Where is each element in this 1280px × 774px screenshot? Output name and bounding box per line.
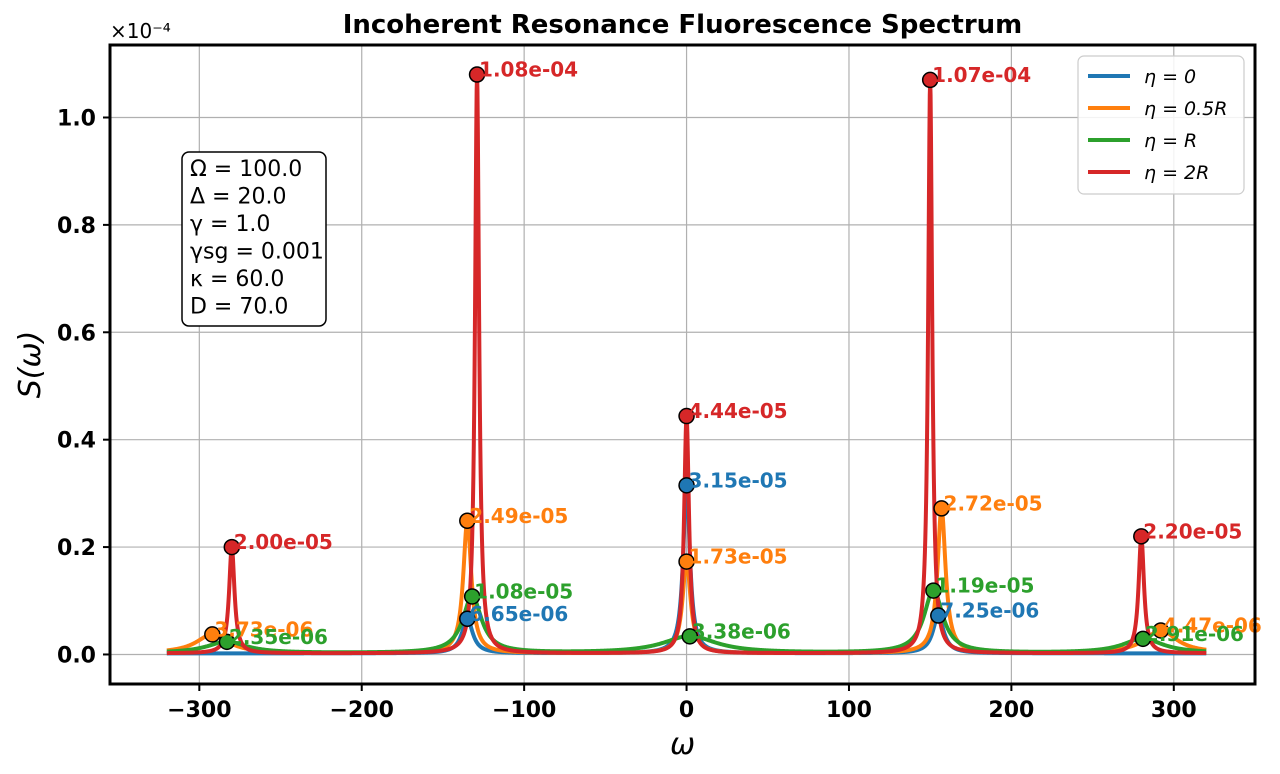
peak-marker <box>678 407 695 425</box>
peak-marker <box>204 626 221 643</box>
peak-label: 1.08e-04 <box>479 58 578 82</box>
y-axis-label: S(ω) <box>13 331 48 399</box>
peak-marker <box>459 610 476 628</box>
peak-marker <box>921 71 939 89</box>
parameter-line: D = 70.0 <box>190 295 288 320</box>
legend-frame <box>1077 55 1245 195</box>
peak-label: 1.08e-05 <box>474 579 573 603</box>
peak-marker <box>930 607 947 624</box>
peak-label: 1.73e-05 <box>689 545 788 569</box>
peak-label: 1.07e-04 <box>932 63 1031 87</box>
x-tick-label: −100 <box>492 698 556 723</box>
plot-frame <box>108 43 1257 686</box>
peak-label: 3.15e-05 <box>689 468 788 492</box>
peak-marker <box>933 500 950 517</box>
x-tick-label: −300 <box>167 698 231 723</box>
peak-label: 2.91e-06 <box>1145 622 1244 646</box>
legend: η = 0 η = 0.5R η = R η = 2R <box>1077 55 1245 195</box>
peak-marker <box>925 582 942 599</box>
peak-marker <box>468 66 486 83</box>
y-axis-multiplier: ×10⁻⁴ <box>110 19 171 43</box>
parameters-box-frame <box>181 151 327 327</box>
peak-marker <box>459 512 476 530</box>
y-tick-label: 0.0 <box>57 643 96 668</box>
chart-title: Incoherent Resonance Fluorescence Spectr… <box>343 10 1023 40</box>
peak-label: 7.25e-06 <box>940 599 1039 623</box>
y-tick-label: 0.4 <box>57 429 96 454</box>
peak-label: 6.65e-06 <box>469 602 568 626</box>
y-tick-label: 0.2 <box>57 536 96 561</box>
peak-marker <box>678 477 695 494</box>
y-tick-label: 1.0 <box>57 106 96 131</box>
peak-label: 1.19e-05 <box>935 574 1034 598</box>
legend-label: η = 0.5R <box>1144 98 1227 120</box>
x-axis-label: ω <box>670 727 695 762</box>
legend-label: η = 2R <box>1144 162 1209 184</box>
peak-markers <box>204 66 1170 651</box>
peak-marker <box>1152 622 1170 639</box>
peak-label: 2.20e-05 <box>1143 519 1242 543</box>
x-tick-label: −200 <box>330 698 394 723</box>
peak-label: 3.38e-06 <box>692 619 791 643</box>
peak-marker <box>218 633 236 651</box>
x-tick-label: 300 <box>1151 698 1197 723</box>
peak-marker <box>681 628 699 645</box>
parameter-line: γsg = 0.001 <box>190 240 324 265</box>
x-tick-label: 0 <box>679 698 694 723</box>
peak-label: 3.73e-06 <box>214 617 313 641</box>
parameter-line: γ = 1.0 <box>190 212 270 237</box>
peak-label: 4.44e-05 <box>689 399 788 423</box>
peak-marker <box>223 538 241 556</box>
peak-marker <box>463 588 481 605</box>
peak-marker <box>1134 630 1152 648</box>
axis-ticks: −300 −200 −100 0 100 200 300 0.0 0.2 0.4 0.6 0.8 1.0 <box>57 106 1197 723</box>
y-tick-label: 0.6 <box>57 321 96 346</box>
legend-label: η = R <box>1144 130 1197 152</box>
peak-label: 2.35e-06 <box>229 625 328 649</box>
parameter-line: Ω = 100.0 <box>190 157 302 182</box>
peak-label: 4.47e-06 <box>1163 613 1262 637</box>
peak-marker <box>1133 528 1150 545</box>
parameter-line: Δ = 20.0 <box>190 185 286 210</box>
peak-marker <box>678 553 695 570</box>
y-tick-label: 0.8 <box>57 214 96 239</box>
peak-label: 2.49e-05 <box>469 504 568 528</box>
parameter-line: κ = 60.0 <box>190 267 284 292</box>
peak-label: 2.00e-05 <box>234 530 333 554</box>
peak-annotations: 6.65e-06 3.15e-05 7.25e-06 3.73e-06 2.49e-05… <box>214 58 1262 649</box>
x-tick-label: 100 <box>826 698 872 723</box>
x-tick-label: 200 <box>988 698 1034 723</box>
legend-label: η = 0 <box>1144 66 1196 88</box>
peak-label: 2.72e-05 <box>944 491 1043 515</box>
